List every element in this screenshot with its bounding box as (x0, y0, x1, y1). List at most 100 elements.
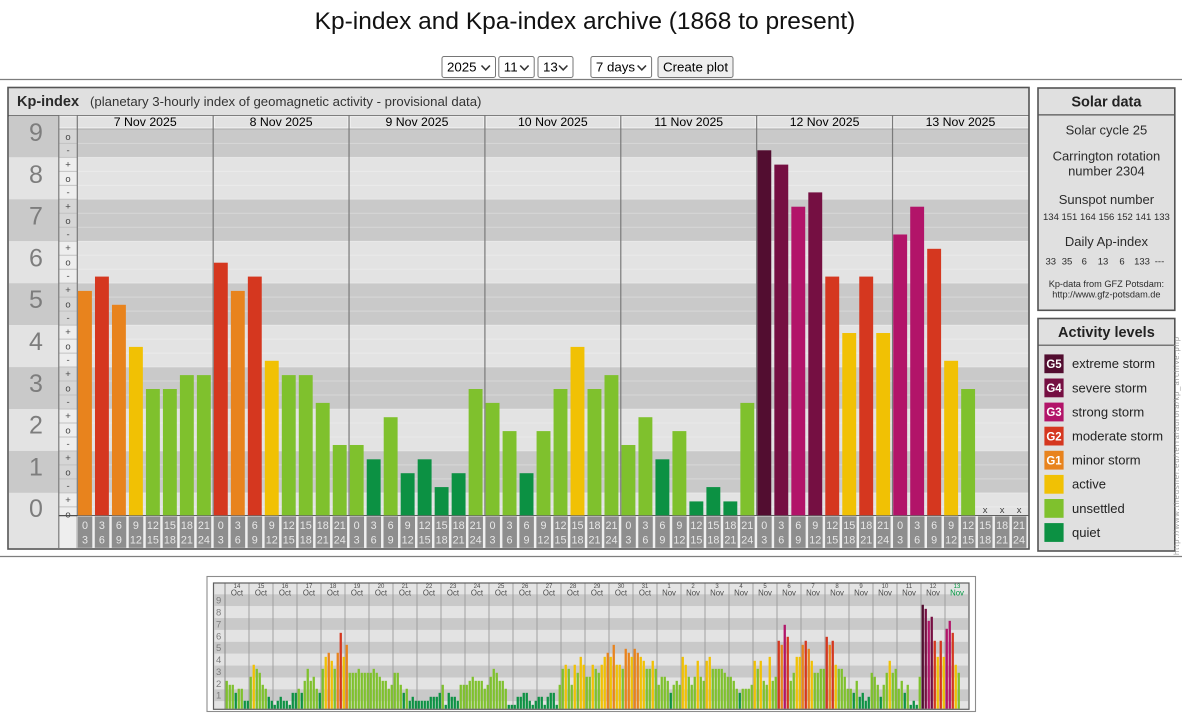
svg-text:9: 9 (216, 596, 221, 607)
svg-text:21: 21 (605, 520, 617, 532)
svg-text:29: 29 (594, 584, 601, 590)
svg-text:Oct: Oct (615, 589, 628, 598)
svg-text:8: 8 (835, 584, 839, 590)
svg-text:21: 21 (741, 520, 753, 532)
svg-text:6: 6 (252, 520, 258, 532)
svg-text:12: 12 (538, 535, 550, 547)
svg-text:12: 12 (930, 584, 937, 590)
svg-text:3: 3 (354, 535, 360, 547)
svg-text:6: 6 (914, 535, 920, 547)
svg-text:3: 3 (897, 535, 903, 547)
svg-text:4: 4 (29, 328, 43, 356)
svg-text:3: 3 (625, 535, 631, 547)
svg-text:17: 17 (306, 584, 313, 590)
svg-text:-: - (66, 355, 69, 366)
svg-text:5: 5 (216, 643, 221, 654)
svg-text:Nov: Nov (926, 589, 940, 598)
svg-text:6: 6 (931, 520, 937, 532)
svg-text:unsettled: unsettled (1072, 501, 1125, 516)
svg-text:Kp-data from GFZ Potsdam:: Kp-data from GFZ Potsdam: (1049, 279, 1164, 289)
svg-text:18: 18 (843, 535, 855, 547)
svg-text:o: o (65, 132, 70, 143)
svg-text:13: 13 (543, 60, 558, 75)
svg-text:+: + (65, 411, 71, 422)
svg-text:4: 4 (216, 655, 221, 666)
svg-text:8: 8 (29, 161, 43, 189)
svg-text:18: 18 (707, 535, 719, 547)
svg-text:o: o (65, 300, 70, 311)
svg-text:Oct: Oct (375, 589, 388, 598)
svg-text:6: 6 (787, 584, 791, 590)
svg-text:15: 15 (707, 520, 719, 532)
svg-text:24: 24 (470, 535, 482, 547)
svg-text:---: --- (1155, 257, 1165, 268)
svg-text:3: 3 (29, 370, 43, 398)
svg-text:28: 28 (570, 584, 577, 590)
svg-text:6: 6 (778, 535, 784, 547)
svg-text:12 Nov 2025: 12 Nov 2025 (790, 115, 860, 129)
svg-text:-: - (66, 481, 69, 492)
svg-text:15: 15 (419, 535, 431, 547)
svg-text:9: 9 (659, 535, 665, 547)
svg-text:21: 21 (334, 520, 346, 532)
svg-text:Nov: Nov (782, 589, 796, 598)
svg-text:3: 3 (507, 520, 513, 532)
svg-text:21: 21 (402, 584, 409, 590)
svg-text:15: 15 (436, 520, 448, 532)
svg-text:22: 22 (426, 584, 433, 590)
svg-text:6: 6 (642, 535, 648, 547)
svg-text:G1: G1 (1046, 455, 1062, 467)
svg-text:12: 12 (402, 535, 414, 547)
svg-text:11 Nov 2025: 11 Nov 2025 (654, 115, 723, 129)
svg-text:12: 12 (945, 535, 957, 547)
svg-text:Nov: Nov (854, 589, 868, 598)
svg-text:12: 12 (283, 520, 295, 532)
svg-text:2: 2 (216, 679, 221, 690)
svg-text:1: 1 (667, 584, 671, 590)
svg-text:+: + (65, 495, 71, 506)
svg-text:8: 8 (216, 608, 221, 619)
svg-text:0: 0 (82, 520, 88, 532)
svg-text:2: 2 (691, 584, 695, 590)
svg-text:Oct: Oct (351, 589, 364, 598)
svg-text:14: 14 (234, 584, 241, 590)
svg-text:9: 9 (269, 520, 275, 532)
svg-text:o: o (65, 258, 70, 269)
svg-text:18: 18 (453, 520, 465, 532)
svg-text:6: 6 (659, 520, 665, 532)
svg-text:+: + (65, 285, 71, 296)
svg-text:9: 9 (252, 535, 258, 547)
svg-text:18: 18 (571, 535, 583, 547)
svg-text:18: 18 (181, 520, 193, 532)
svg-text:12: 12 (826, 520, 838, 532)
svg-text:Oct: Oct (303, 589, 316, 598)
svg-text:21: 21 (877, 520, 889, 532)
svg-text:-: - (66, 271, 69, 282)
svg-text:http://www.theusner.eu/terra/a: http://www.theusner.eu/terra/aurora/kp_a… (1172, 337, 1181, 555)
svg-text:http://www.gfz-potsdam.de: http://www.gfz-potsdam.de (1052, 289, 1160, 299)
svg-text:18: 18 (860, 520, 872, 532)
svg-text:G2: G2 (1046, 431, 1061, 443)
svg-text:7 Nov 2025: 7 Nov 2025 (114, 115, 177, 129)
svg-text:12: 12 (266, 535, 278, 547)
svg-text:9: 9 (859, 584, 863, 590)
svg-text:13 Nov 2025: 13 Nov 2025 (926, 115, 996, 129)
svg-text:3: 3 (371, 520, 377, 532)
svg-text:G3: G3 (1046, 407, 1061, 419)
svg-text:Nov: Nov (734, 589, 748, 598)
svg-text:severe storm: severe storm (1072, 380, 1147, 395)
svg-text:21: 21 (470, 520, 482, 532)
svg-text:Kp-index and Kpa-index archive: Kp-index and Kpa-index archive (1868 to … (315, 8, 856, 35)
svg-text:G5: G5 (1046, 359, 1062, 371)
svg-text:1: 1 (29, 453, 43, 481)
svg-text:0: 0 (354, 520, 360, 532)
svg-text:Oct: Oct (567, 589, 580, 598)
svg-text:9: 9 (812, 520, 818, 532)
svg-text:Create plot: Create plot (663, 60, 728, 75)
svg-text:24: 24 (1013, 535, 1025, 547)
svg-text:Oct: Oct (327, 589, 340, 598)
svg-text:3: 3 (778, 520, 784, 532)
svg-text:24: 24 (474, 584, 481, 590)
svg-text:9: 9 (795, 535, 801, 547)
svg-text:o: o (65, 467, 70, 478)
